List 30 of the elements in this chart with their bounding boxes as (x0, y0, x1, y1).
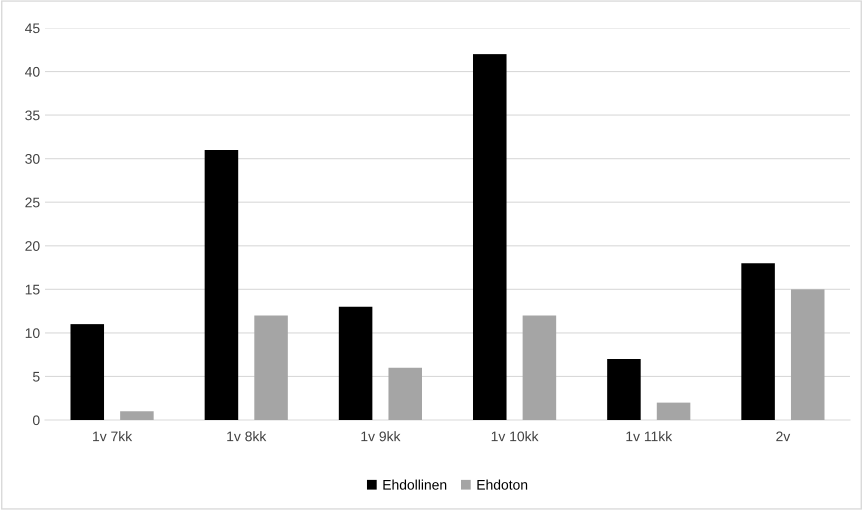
bar (741, 263, 775, 420)
y-tick-label: 25 (25, 198, 40, 208)
bar (338, 306, 372, 420)
x-tick-label: 1v 8kk (227, 431, 266, 442)
x-tick-label: 1v 11kk (626, 431, 672, 442)
y-tick-label: 15 (26, 284, 40, 295)
bar (472, 54, 507, 420)
bar (204, 150, 238, 420)
bar (254, 315, 288, 420)
y-tick-label: 0 (32, 415, 40, 426)
bar (522, 315, 556, 420)
x-tick-label: 2v (776, 431, 790, 442)
y-tick-label: 40 (25, 66, 40, 77)
bar (70, 324, 104, 420)
y-tick-label: 10 (26, 328, 40, 338)
x-tick-label: 1v 7kk (93, 431, 132, 442)
y-tick-label: 5 (32, 372, 40, 382)
bar (790, 289, 825, 420)
legend-label: Ehdollinen (383, 480, 446, 490)
y-tick-label: 45 (25, 23, 40, 34)
bar (120, 411, 154, 420)
legend-label: Ehdoton (477, 480, 528, 490)
x-tick-label: 1v 9kk (361, 431, 401, 442)
bar (607, 359, 641, 420)
bar (656, 402, 690, 420)
y-tick-label: 30 (25, 154, 40, 164)
y-tick-label: 20 (25, 241, 40, 251)
x-tick-label: 1v 10kk (492, 431, 539, 442)
bar (388, 368, 422, 420)
y-tick-label: 35 (25, 110, 40, 120)
